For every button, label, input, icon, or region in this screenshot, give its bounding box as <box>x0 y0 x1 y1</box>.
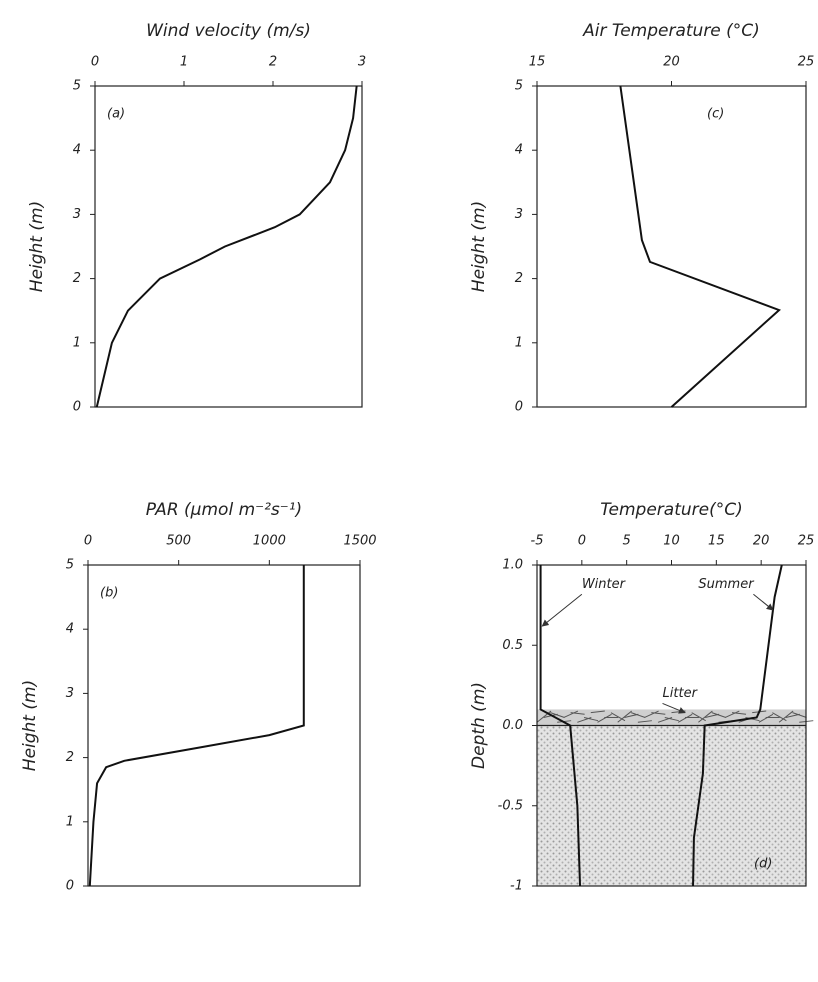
y-tick-label: -1 <box>510 879 523 894</box>
x-tick-label: 1500 <box>343 534 376 549</box>
chart-title: PAR (μmol m⁻²s⁻¹) <box>146 500 302 520</box>
x-tick-label: 5 <box>623 534 631 549</box>
y-tick-label: 3 <box>515 207 523 222</box>
y-tick-label: 5 <box>515 79 523 94</box>
annotation: Summer <box>698 577 755 592</box>
panel-label: (d) <box>754 857 772 872</box>
chart-title: Wind velocity (m/s) <box>146 21 311 41</box>
annotation: Litter <box>663 686 699 701</box>
y-tick-label: 3 <box>73 207 81 222</box>
y-axis-label: Height (m) <box>27 201 47 292</box>
x-tick-label: 15 <box>708 534 725 549</box>
litter-straw <box>698 710 713 723</box>
y-tick-label: 5 <box>66 558 74 573</box>
litter-straw <box>563 710 579 718</box>
y-tick-label: 1 <box>515 335 523 350</box>
x-tick-label: 0 <box>84 534 92 549</box>
x-tick-label: 20 <box>753 534 770 549</box>
litter-straw <box>617 710 633 723</box>
soil <box>537 725 806 886</box>
x-tick-label: 2 <box>269 55 277 70</box>
y-tick-label: 4 <box>66 622 74 637</box>
y-tick-label: 0.5 <box>502 638 523 653</box>
litter-straw <box>711 712 727 718</box>
litter-straw <box>610 712 626 722</box>
litter-straw <box>778 710 794 723</box>
litter-straw <box>758 713 774 723</box>
panel-label: (a) <box>107 107 125 122</box>
profile-line <box>692 564 783 887</box>
litter-straw <box>583 716 599 722</box>
litter-straw <box>731 712 747 715</box>
profile-line <box>619 85 781 408</box>
plot-frame <box>87 564 361 887</box>
x-tick-label: 25 <box>798 55 815 70</box>
chart-title: Air Temperature (°C) <box>582 21 760 41</box>
x-tick-label: 0 <box>578 534 586 549</box>
y-tick-label: 0 <box>515 400 523 415</box>
panel-label: (c) <box>707 107 724 122</box>
y-tick-label: 5 <box>73 79 81 94</box>
y-tick-label: 3 <box>66 686 74 701</box>
x-tick-label: 10 <box>663 534 680 549</box>
x-tick-label: 15 <box>529 55 546 70</box>
y-tick-label: 4 <box>73 143 81 158</box>
profile-line <box>95 85 358 408</box>
litter-straw <box>651 712 666 715</box>
chart-title: Temperature(°C) <box>600 500 742 520</box>
litter-straw <box>772 712 787 722</box>
y-axis-label: Depth (m) <box>469 682 489 769</box>
litter-straw <box>792 712 807 718</box>
litter-straw <box>630 712 646 718</box>
y-tick-label: 1 <box>73 335 81 350</box>
litter-straw <box>664 716 679 722</box>
y-tick-label: 0.0 <box>502 718 523 733</box>
annotation-arrow <box>662 702 686 714</box>
litter-straw <box>597 713 612 723</box>
x-tick-label: -5 <box>531 534 544 549</box>
y-tick-label: -0.5 <box>498 798 523 813</box>
y-tick-label: 1 <box>66 814 74 829</box>
y-tick-label: 0 <box>66 879 74 894</box>
y-tick-label: 2 <box>73 271 81 286</box>
x-tick-label: 0 <box>91 55 99 70</box>
x-tick-label: 1 <box>180 55 188 70</box>
plot-frame <box>536 85 807 408</box>
x-tick-label: 3 <box>358 55 366 70</box>
annotation-arrow <box>541 593 583 627</box>
litter-straw <box>550 712 565 718</box>
profile-line <box>88 565 305 887</box>
y-axis-label: Height (m) <box>20 680 40 771</box>
x-tick-label: 1000 <box>253 534 286 549</box>
annotation-arrow <box>753 593 774 611</box>
litter-straw <box>637 720 652 723</box>
x-tick-label: 25 <box>798 534 815 549</box>
panel-label: (b) <box>100 586 118 601</box>
y-tick-label: 2 <box>515 271 523 286</box>
plot-frame <box>94 85 363 408</box>
x-tick-label: 20 <box>663 55 680 70</box>
litter-straw <box>691 712 706 722</box>
y-tick-label: 2 <box>66 750 74 765</box>
y-axis-label: Height (m) <box>469 201 489 292</box>
litter-straw <box>644 710 659 718</box>
profile-line <box>539 565 582 887</box>
litter-straw <box>725 710 740 718</box>
annotation: Winter <box>582 577 627 592</box>
litter-straw <box>570 712 585 715</box>
y-tick-label: 4 <box>515 143 523 158</box>
litter-straw <box>590 710 605 714</box>
y-tick-label: 0 <box>73 400 81 415</box>
x-tick-label: 500 <box>166 534 191 549</box>
y-tick-label: 1.0 <box>502 558 523 573</box>
litter-straw <box>677 713 693 723</box>
